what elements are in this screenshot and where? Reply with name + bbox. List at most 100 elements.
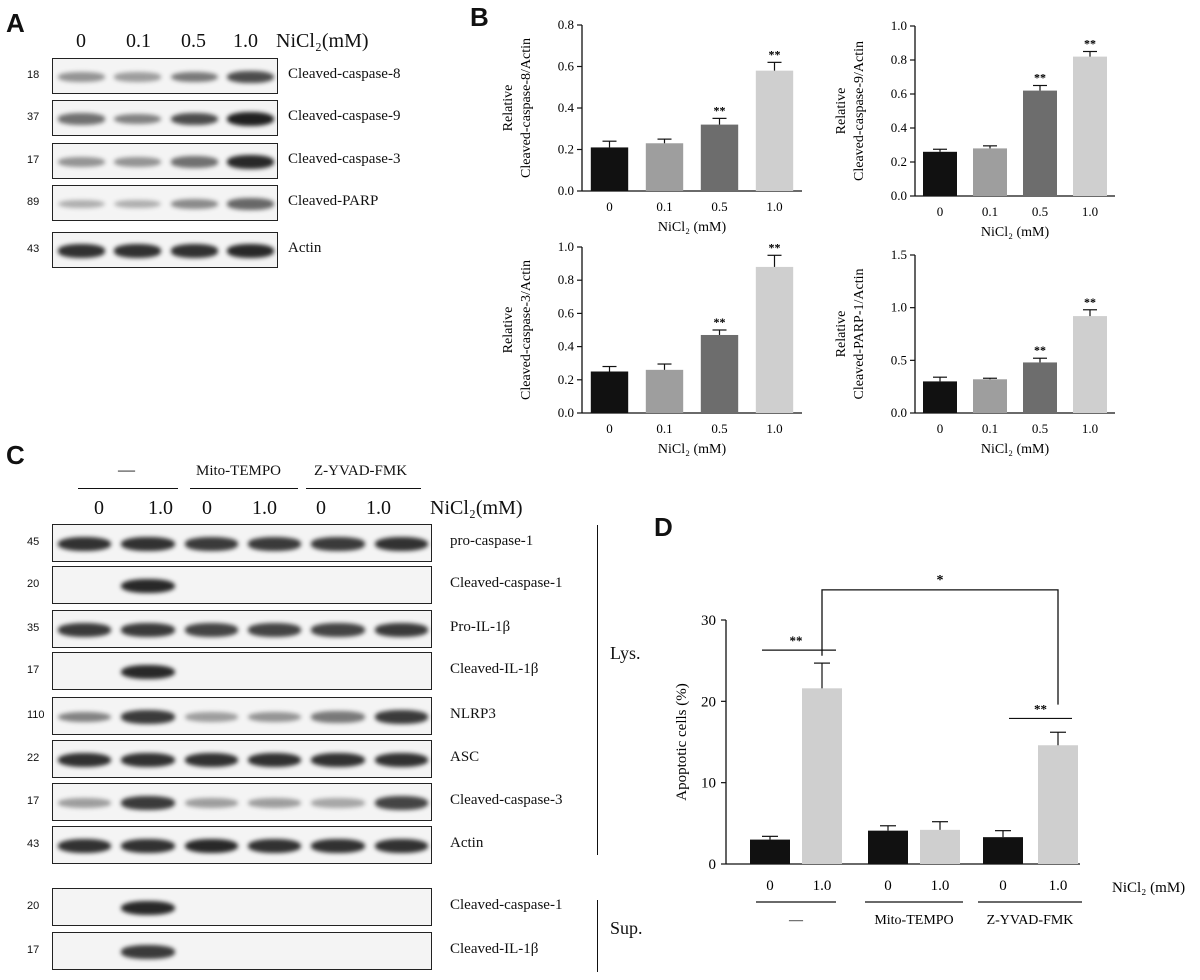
x-tick-label: 0.5 — [711, 199, 727, 214]
x-tick-label: 1.0 — [766, 421, 782, 436]
blot-strip — [52, 826, 432, 864]
y-tick-label: 0.5 — [891, 352, 907, 367]
y-tick-label: 0.0 — [558, 183, 574, 198]
y-tick-label: 0.6 — [891, 86, 908, 101]
protein-band — [227, 112, 275, 126]
bar — [645, 369, 684, 413]
x-tick-label: 0 — [606, 199, 613, 214]
x-axis-label: NiCl₂ (mM) — [981, 442, 1050, 457]
protein-band — [121, 537, 175, 551]
supernatant-bracket — [597, 900, 598, 972]
protein-band — [114, 244, 162, 258]
protein-band — [58, 711, 112, 723]
y-tick-label: 0.8 — [558, 17, 574, 32]
protein-band — [374, 753, 428, 767]
molecular-weight-marker: 17 — [27, 664, 40, 676]
y-tick-label: 0.4 — [891, 120, 908, 135]
x-tick-label: 1.0 — [1082, 204, 1098, 219]
protein-band — [58, 798, 112, 808]
x-tick-label: 0 — [999, 878, 1007, 894]
protein-band — [374, 623, 428, 637]
protein-band — [121, 796, 175, 810]
significance-marker: * — [937, 573, 944, 588]
bar — [923, 151, 957, 196]
y-tick-label: 0.4 — [558, 100, 575, 115]
protein-band — [374, 537, 428, 551]
lane-label: 1.0 — [233, 30, 258, 52]
protein-band — [184, 798, 238, 808]
bar — [590, 147, 629, 191]
protein-band — [58, 753, 112, 767]
bar — [973, 379, 1007, 413]
protein-band — [58, 623, 112, 637]
bar — [923, 381, 957, 413]
x-tick-label: 0.1 — [656, 199, 672, 214]
blot-strip — [52, 610, 432, 648]
x-tick-label: 0 — [606, 421, 613, 436]
protein-band — [311, 753, 365, 767]
x-tick-label: 0.1 — [656, 421, 672, 436]
x-tick-label: 1.0 — [931, 878, 950, 894]
protein-band — [57, 199, 105, 209]
protein-band — [311, 623, 365, 637]
blot-row-label: Actin — [450, 835, 484, 851]
blot-strip — [52, 524, 432, 562]
bar — [700, 334, 739, 413]
blot-row-label: Cleaved-caspase-3 — [450, 792, 563, 808]
protein-band — [184, 623, 238, 637]
protein-band — [170, 244, 218, 258]
x-tick-label: 0 — [937, 421, 944, 436]
bar — [755, 70, 794, 191]
blot-row-label: Cleaved-IL-1β — [450, 941, 539, 957]
molecular-weight-marker: 17 — [27, 944, 40, 956]
protein-band — [121, 900, 175, 916]
significance-marker: ** — [769, 240, 781, 254]
molecular-weight-marker: 89 — [27, 196, 40, 208]
panel-c-letter: C — [6, 440, 25, 470]
lane-label: 0.1 — [126, 30, 151, 52]
protein-band — [374, 796, 428, 810]
y-axis-label: Relative — [834, 311, 849, 358]
bar — [1073, 316, 1107, 413]
blot-row-label: Cleaved-caspase-1 — [450, 575, 563, 591]
y-tick-label: 0.6 — [558, 305, 575, 320]
chart-cleaved-parp-1: 0.0 0.5 1.0 1.5 0 0.1 ** 0.5 ** 1.0 NiCl₂ (mM) Rela… — [834, 247, 1115, 457]
x-tick-label: 0.5 — [711, 421, 727, 436]
protein-band — [248, 711, 302, 723]
concentration-unit-label: NiCl₂(mM) — [276, 30, 369, 52]
protein-band — [248, 839, 302, 853]
protein-band — [374, 839, 428, 853]
protein-band — [121, 945, 175, 959]
group-underline — [190, 488, 298, 489]
blot-row-label: Cleaved-IL-1β — [450, 661, 539, 677]
blot-strip — [52, 697, 432, 735]
group-label: Z-YVAD-FMK — [987, 913, 1074, 928]
significance-marker: ** — [1034, 343, 1046, 357]
y-tick-label: 1.5 — [891, 247, 907, 262]
panel-a-letter: A — [6, 8, 25, 38]
bar — [1023, 90, 1057, 196]
protein-band — [184, 712, 238, 722]
x-tick-label: 0.1 — [982, 421, 998, 436]
protein-band — [121, 753, 175, 767]
molecular-weight-marker: 17 — [27, 154, 40, 166]
y-tick-label: 0.0 — [891, 405, 907, 420]
blot-row-label: Actin — [288, 240, 322, 256]
lane-label: 1.0 — [148, 497, 173, 519]
bar — [755, 266, 794, 413]
concentration-unit-label: NiCl₂(mM) — [430, 497, 523, 519]
significance-bracket — [821, 589, 1059, 705]
protein-band — [311, 798, 365, 808]
blot-strip — [52, 185, 278, 221]
group-underline — [78, 488, 178, 489]
panel-d-letter: D — [654, 512, 673, 542]
significance-marker: ** — [1084, 295, 1096, 309]
group-label: — — [788, 913, 804, 928]
x-tick-label: 0.5 — [1032, 204, 1048, 219]
protein-band — [121, 578, 175, 594]
blot-row-label: Cleaved-PARP — [288, 193, 379, 209]
blot-row-label: Cleaved-caspase-3 — [288, 151, 401, 167]
blot-strip — [52, 740, 432, 778]
protein-band — [248, 623, 302, 637]
bar — [750, 839, 790, 864]
